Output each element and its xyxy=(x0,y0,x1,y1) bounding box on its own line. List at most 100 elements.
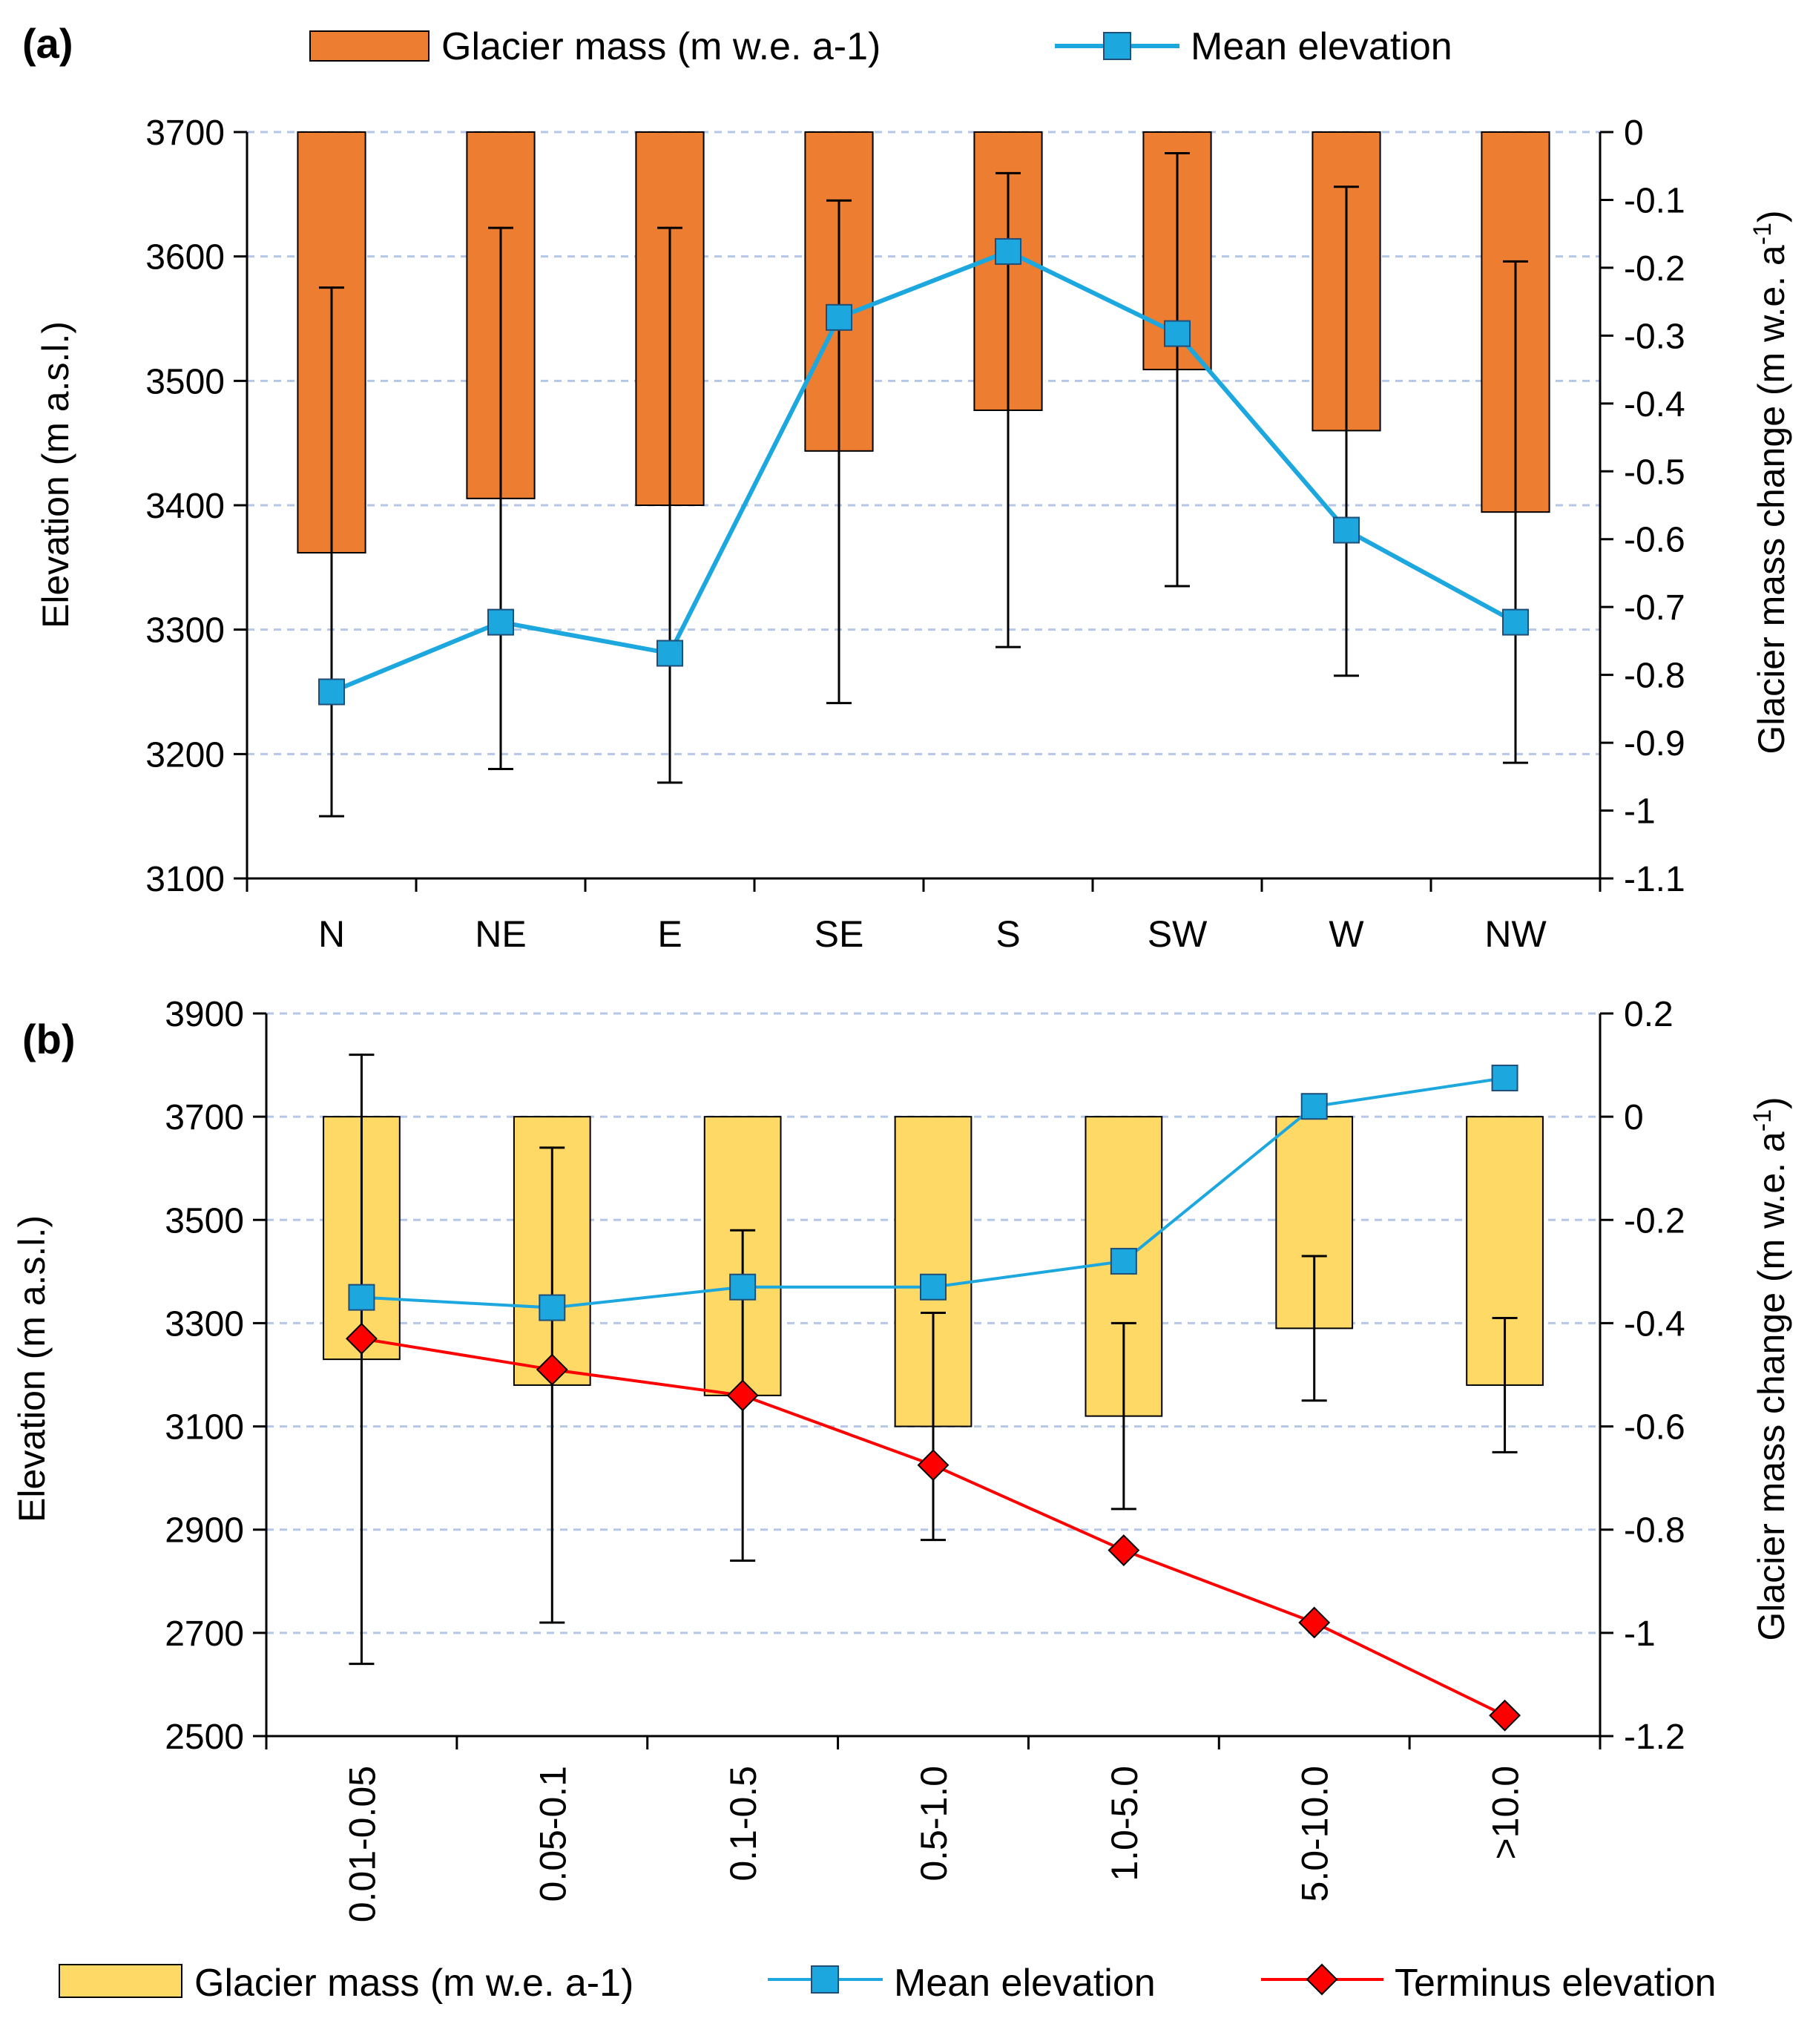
right-tick-label: -0.9 xyxy=(1624,724,1685,763)
category-label-S: S xyxy=(996,913,1020,955)
right-tick-label: -0.4 xyxy=(1624,385,1685,424)
legend-b-mass-label: Glacier mass (m w.e. a-1) xyxy=(194,1962,634,2005)
legend-b-mean-marker xyxy=(811,1965,839,1994)
panel-a-lines xyxy=(318,237,1529,706)
panel-b-legend: Glacier mass (m w.e. a-1) Mean elevation… xyxy=(59,1962,1717,2005)
terminus-elevation-point-0.05-0.1 xyxy=(536,1353,568,1386)
panel-b-right-axis-title: Glacier mass change (m w.e. a-1) xyxy=(1748,1097,1792,1640)
panel-b-category-labels: 0.01-0.05 0.05-0.1 0.1-0.5 0.5-1.0 1.0-5.0 5.… xyxy=(341,1766,1526,1922)
panel-a-category-labels: N NE E SE S SW W NW xyxy=(318,913,1547,955)
right-tick-label: -1 xyxy=(1624,1614,1656,1654)
right-tick-label: -1.2 xyxy=(1624,1718,1685,1757)
left-tick-label: 2700 xyxy=(165,1614,244,1654)
category-label-E: E xyxy=(657,913,682,955)
left-tick-label: 3700 xyxy=(165,1098,244,1137)
mean-elevation-point->10.0 xyxy=(1491,1064,1518,1091)
panel-a-legend: Glacier mass (m w.e. a-1) Mean elevation xyxy=(309,25,1452,68)
panel-a-label: (a) xyxy=(22,20,73,67)
category-label-5.0-10.0: 5.0-10.0 xyxy=(1294,1766,1336,1902)
terminus-elevation-point-0.1-0.5 xyxy=(726,1379,759,1412)
category-label-0.1-0.5: 0.1-0.5 xyxy=(723,1766,764,1882)
category-label-NW: NW xyxy=(1484,913,1547,955)
mean-elevation-point-1.0-5.0 xyxy=(1110,1247,1137,1275)
right-tick-label: -0.2 xyxy=(1624,249,1685,289)
mean-elevation-point-S xyxy=(995,237,1021,265)
left-tick-label: 3600 xyxy=(145,238,225,277)
left-tick-label: 2900 xyxy=(165,1511,244,1551)
right-tick-label: -0.6 xyxy=(1624,1408,1685,1447)
legend-b-terminus-label: Terminus elevation xyxy=(1395,1962,1717,2005)
terminus-elevation-point->10.0 xyxy=(1489,1699,1521,1732)
right-tick-label: -1 xyxy=(1624,792,1656,832)
right-tick-label: -0.5 xyxy=(1624,453,1685,492)
right-tick-label: -0.4 xyxy=(1624,1304,1685,1344)
category-label-N: N xyxy=(318,913,345,955)
panel-a-left-axis-title: Elevation (m a.s.l.) xyxy=(35,321,76,628)
left-tick-label: 3700 xyxy=(145,114,225,153)
terminus-elevation-point-1.0-5.0 xyxy=(1108,1534,1140,1566)
right-tick-label: -0.1 xyxy=(1624,181,1685,220)
panel-a-tick-labels: 3100 3200 3300 3400 3500 3600 3700 -1.1 -1 -0.9 -0… xyxy=(145,114,1685,899)
right-tick-label: -1.1 xyxy=(1624,860,1685,899)
right-tick-label: 0 xyxy=(1624,114,1644,153)
legend-a-elev-marker xyxy=(1103,32,1131,60)
left-tick-label: 3900 xyxy=(165,995,244,1034)
category-label-SW: SW xyxy=(1148,913,1208,955)
panel-b: (b) 2500 2700 2900 3100 3300 3500 3700 3900 -1.2… xyxy=(11,995,1792,2005)
right-tick-label: -0.2 xyxy=(1624,1201,1685,1240)
legend-a-elev-label: Mean elevation xyxy=(1191,25,1452,68)
legend-b-mean-label: Mean elevation xyxy=(894,1962,1156,2005)
panel-b-gridlines xyxy=(266,1012,1600,1634)
left-tick-label: 3100 xyxy=(165,1408,244,1447)
right-tick-label: -0.8 xyxy=(1624,1511,1685,1551)
panel-a-right-axis-title: Glacier mass change (m w.e. a-1) xyxy=(1748,210,1792,754)
mean-elevation-point-NE xyxy=(487,608,514,636)
mean-elevation-point-N xyxy=(318,678,345,706)
category-label-0.01-0.05: 0.01-0.05 xyxy=(341,1766,383,1922)
left-tick-label: 3500 xyxy=(145,362,225,401)
left-tick-label: 3500 xyxy=(165,1201,244,1240)
legend-a-mass-swatch xyxy=(309,30,430,62)
legend-b-mass-swatch xyxy=(59,1964,182,1998)
left-tick-label: 2500 xyxy=(165,1718,244,1757)
right-tick-label: -0.7 xyxy=(1624,588,1685,628)
mean-elevation-point-0.01-0.05 xyxy=(348,1284,375,1311)
right-tick-label: -0.3 xyxy=(1624,317,1685,356)
category-label-1.0-5.0: 1.0-5.0 xyxy=(1104,1766,1145,1882)
right-tick-label: -0.8 xyxy=(1624,657,1685,696)
mean-elevation-point-0.05-0.1 xyxy=(539,1294,566,1321)
panel-a-bars xyxy=(297,131,1550,554)
panel-b-left-axis-title: Elevation (m a.s.l.) xyxy=(11,1215,53,1522)
terminus-elevation-point-5.0-10.0 xyxy=(1298,1606,1331,1639)
left-tick-label: 3300 xyxy=(165,1304,244,1344)
mean-elevation-point-W xyxy=(1333,516,1360,544)
category-label-0.05-0.1: 0.05-0.1 xyxy=(532,1766,573,1902)
panel-b-axes xyxy=(253,1012,1613,1749)
mean-elevation-point-SW xyxy=(1164,320,1191,347)
left-tick-label: 3100 xyxy=(145,860,225,899)
legend-b-terminus-marker xyxy=(1306,1963,1338,1996)
mean-elevation-point-0.5-1.0 xyxy=(920,1273,947,1301)
category-label-NE: NE xyxy=(475,913,526,955)
category-label-0.5-1.0: 0.5-1.0 xyxy=(913,1766,955,1882)
panel-a-axes xyxy=(234,131,1613,892)
panel-a-error-bars xyxy=(319,152,1528,818)
terminus-elevation-point-0.5-1.0 xyxy=(917,1449,950,1482)
legend-a-mass-label: Glacier mass (m w.e. a-1) xyxy=(441,25,881,68)
mean-elevation-point-5.0-10.0 xyxy=(1300,1093,1328,1120)
right-tick-label: -0.6 xyxy=(1624,521,1685,560)
panel-a: (a) Glacier mass (m w.e. a-1) Mean eleva… xyxy=(22,20,1792,955)
panel-b-label: (b) xyxy=(22,1016,76,1062)
left-tick-label: 3300 xyxy=(145,611,225,651)
panel-b-markers xyxy=(346,1064,1521,1732)
mean-elevation-point-E xyxy=(656,640,683,667)
category-label-W: W xyxy=(1329,913,1364,955)
category-label-SE: SE xyxy=(814,913,864,955)
category-label->10.0: >10.0 xyxy=(1485,1766,1527,1860)
mean-elevation-point-0.1-0.5 xyxy=(729,1273,757,1301)
right-tick-label: 0 xyxy=(1624,1098,1644,1137)
left-tick-label: 3400 xyxy=(145,487,225,526)
mean-elevation-point-SE xyxy=(826,303,852,331)
right-tick-label: 0.2 xyxy=(1624,995,1674,1034)
